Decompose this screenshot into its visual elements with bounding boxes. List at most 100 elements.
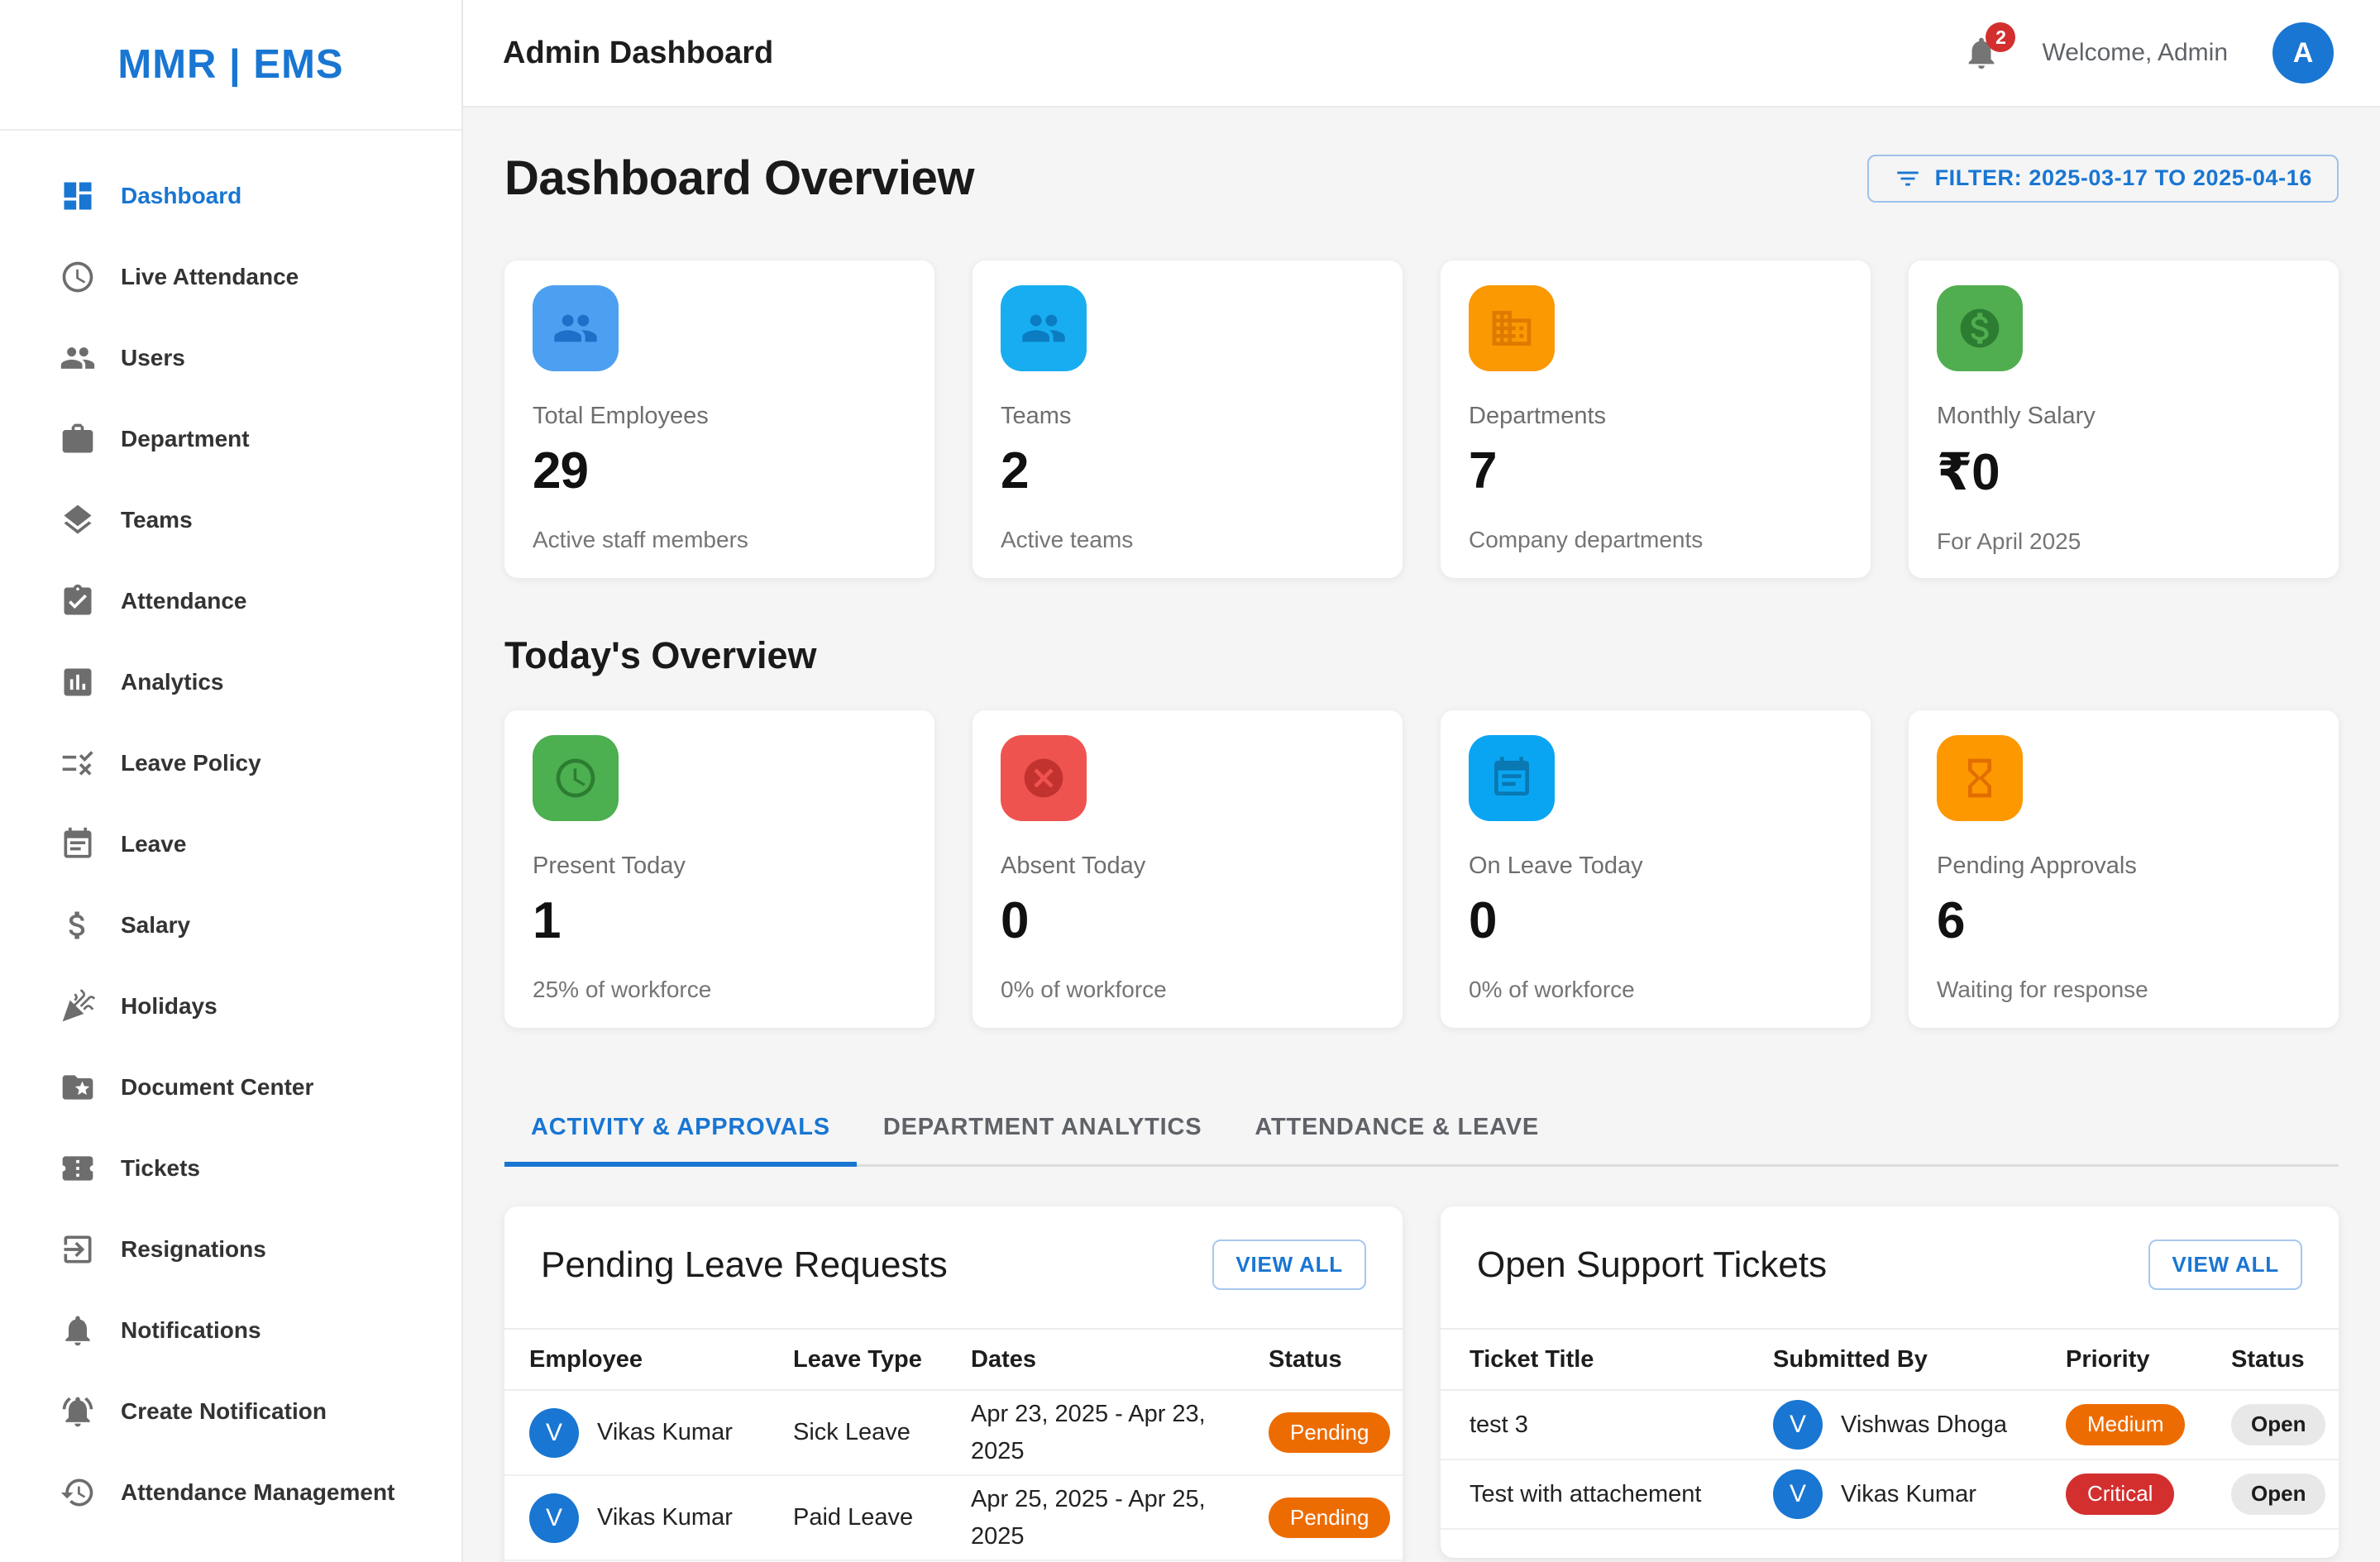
sidebar-item-dashboard[interactable]: Dashboard: [0, 155, 461, 236]
tab-activity-approvals[interactable]: ACTIVITY & APPROVALS: [504, 1094, 857, 1167]
briefcase-icon: [62, 423, 93, 453]
sidebar-item-leave-policy[interactable]: Leave Policy: [0, 723, 461, 804]
stat-card-teams: Teams 2 Active teams: [973, 260, 1403, 578]
panel-footer-spacer: [1441, 1530, 2339, 1558]
stat-subtitle: 25% of workforce: [533, 977, 712, 1002]
sidebar-item-attendance[interactable]: Attendance: [0, 561, 461, 642]
sidebar-item-document-center[interactable]: Document Center: [0, 1047, 461, 1128]
panel-title: Open Support Tickets: [1477, 1244, 1828, 1285]
sidebar-item-label: Create Notification: [121, 1398, 327, 1424]
filter-label: FILTER: 2025-03-17 TO 2025-04-16: [1934, 165, 2312, 190]
status-badge: Open: [2231, 1474, 2326, 1515]
sidebar-item-users[interactable]: Users: [0, 318, 461, 399]
layers-icon: [64, 504, 92, 534]
sidebar-item-holidays[interactable]: Holidays: [0, 966, 461, 1047]
leave-type: Sick Leave: [793, 1390, 971, 1476]
bar-chart-icon: [64, 668, 92, 696]
stat-subtitle: Active teams: [1001, 527, 1134, 552]
sidebar-item-salary[interactable]: Salary: [0, 885, 461, 966]
status-badge: Pending: [1269, 1412, 1391, 1454]
sidebar-item-label: Tickets: [121, 1155, 200, 1181]
today-overview-title: Today's Overview: [504, 634, 817, 676]
stat-title: Departments: [1469, 403, 1607, 429]
sidebar-item-attendance-management[interactable]: Attendance Management: [0, 1452, 461, 1533]
table-header-row: Employee Leave Type Dates Status: [504, 1328, 1403, 1391]
ticket-title: Test with attachement: [1441, 1459, 1773, 1530]
today-stat-cards: Present Today 1 25% of workforce Absent …: [504, 710, 2339, 1028]
stat-subtitle: For April 2025: [1937, 528, 2081, 554]
stat-subtitle: 0% of workforce: [1469, 977, 1635, 1002]
party-popper-icon: [60, 988, 96, 1025]
support-ticket-row[interactable]: test 3 V Vishwas Dhoga Medium Open: [1441, 1390, 2339, 1460]
date-filter-button[interactable]: FILTER: 2025-03-17 TO 2025-04-16: [1866, 154, 2339, 203]
tickets-view-all-button[interactable]: VIEW ALL: [2148, 1240, 2302, 1290]
clock-icon: [556, 758, 595, 798]
priority-badge: Critical: [2066, 1474, 2175, 1515]
sidebar-item-leave[interactable]: Leave: [0, 804, 461, 885]
briefcase-icon: [60, 421, 96, 457]
stat-title: Total Employees: [533, 403, 709, 429]
sidebar-item-live-attendance[interactable]: Live Attendance: [0, 236, 461, 318]
sidebar-item-label: Leave Policy: [121, 750, 261, 776]
sidebar-item-teams[interactable]: Teams: [0, 480, 461, 561]
leave-view-all-button[interactable]: VIEW ALL: [1212, 1240, 1366, 1290]
clipboard-check-icon: [60, 583, 96, 619]
stat-icon-tile: [1937, 735, 2023, 821]
leave-dates: Apr 23, 2025 - Apr 23, 2025: [971, 1390, 1269, 1476]
stat-title: Pending Approvals: [1937, 853, 2137, 879]
notifications-bell-button[interactable]: 2: [1962, 22, 2016, 72]
hourglass-icon: [1968, 758, 1991, 798]
stat-value: 7: [1469, 442, 1497, 499]
column-header-status: Status: [2231, 1328, 2339, 1391]
sidebar-item-create-notification[interactable]: Create Notification: [0, 1371, 461, 1452]
exit-icon: [64, 1235, 92, 1263]
logo-box: MMR | EMS: [0, 0, 461, 131]
tab-department-analytics[interactable]: DEPARTMENT ANALYTICS: [882, 1114, 1202, 1140]
clock-icon: [60, 259, 96, 295]
leave-request-row[interactable]: V Vikas Kumar Paid Leave Apr 25, 2025 - …: [504, 1475, 1403, 1561]
user-avatar[interactable]: A: [2272, 22, 2334, 84]
sidebar-item-label: Attendance Management: [121, 1479, 395, 1505]
people-icon: [554, 314, 597, 342]
bell-ring-icon: [62, 1397, 93, 1427]
stat-icon-tile: [1937, 285, 2023, 371]
sidebar-item-label: Analytics: [121, 669, 224, 695]
calendar-icon: [64, 827, 92, 858]
sidebar-item-label: Holidays: [121, 993, 217, 1019]
dashboard-icon: [60, 178, 96, 214]
dashboard-panels: Pending Leave Requests VIEW ALL Employee…: [504, 1206, 2339, 1562]
folder-star-icon: [62, 1075, 93, 1100]
open-support-tickets-panel: Open Support Tickets VIEW ALL Ticket Tit…: [1441, 1206, 2339, 1558]
leave-request-row[interactable]: V Vikas Kumar Sick Leave Apr 23, 2025 - …: [504, 1390, 1403, 1476]
status-badge: Open: [2231, 1404, 2326, 1445]
dashboard-tabs: ACTIVITY & APPROVALS DEPARTMENT ANALYTICS…: [504, 1094, 2339, 1167]
stat-value: 0: [1001, 892, 1029, 949]
stat-title: Teams: [1001, 403, 1072, 429]
tab-attendance-leave[interactable]: ATTENDANCE & LEAVE: [1255, 1114, 1539, 1140]
submitter-name: Vikas Kumar: [1841, 1480, 1976, 1507]
stat-value: 2: [1001, 442, 1029, 499]
sidebar-item-tickets[interactable]: Tickets: [0, 1128, 461, 1209]
exit-icon: [60, 1231, 96, 1268]
panel-title: Pending Leave Requests: [541, 1244, 948, 1285]
stat-icon-tile: [533, 735, 619, 821]
clipboard-check-icon: [64, 584, 92, 615]
employee-name: Vikas Kumar: [597, 1504, 733, 1531]
support-tickets-table: Ticket Title Submitted By Priority Status t…: [1441, 1328, 2339, 1530]
stat-value: 0: [1469, 892, 1497, 949]
leave-dates: Apr 24, 2025 - Apr 24, 2025: [971, 1560, 1269, 1562]
sidebar-item-analytics[interactable]: Analytics: [0, 642, 461, 723]
support-ticket-row[interactable]: Test with attachement V Vikas Kumar Crit…: [1441, 1459, 2339, 1530]
sidebar-item-notifications[interactable]: Notifications: [0, 1290, 461, 1371]
sidebar-item-department[interactable]: Department: [0, 399, 461, 480]
stat-subtitle: Waiting for response: [1937, 977, 2148, 1002]
party-popper-icon: [62, 989, 96, 1022]
filter-icon: [1896, 171, 1919, 185]
status-badge: Pending: [1269, 1497, 1391, 1539]
stat-value: 29: [533, 442, 589, 499]
priority-badge: Medium: [2066, 1404, 2186, 1445]
leave-request-row[interactable]: V Vikas Kumar Casual Leave Apr 24, 2025 …: [504, 1560, 1403, 1562]
sidebar-item-label: Dashboard: [121, 183, 242, 208]
sidebar-item-resignations[interactable]: Resignations: [0, 1209, 461, 1290]
